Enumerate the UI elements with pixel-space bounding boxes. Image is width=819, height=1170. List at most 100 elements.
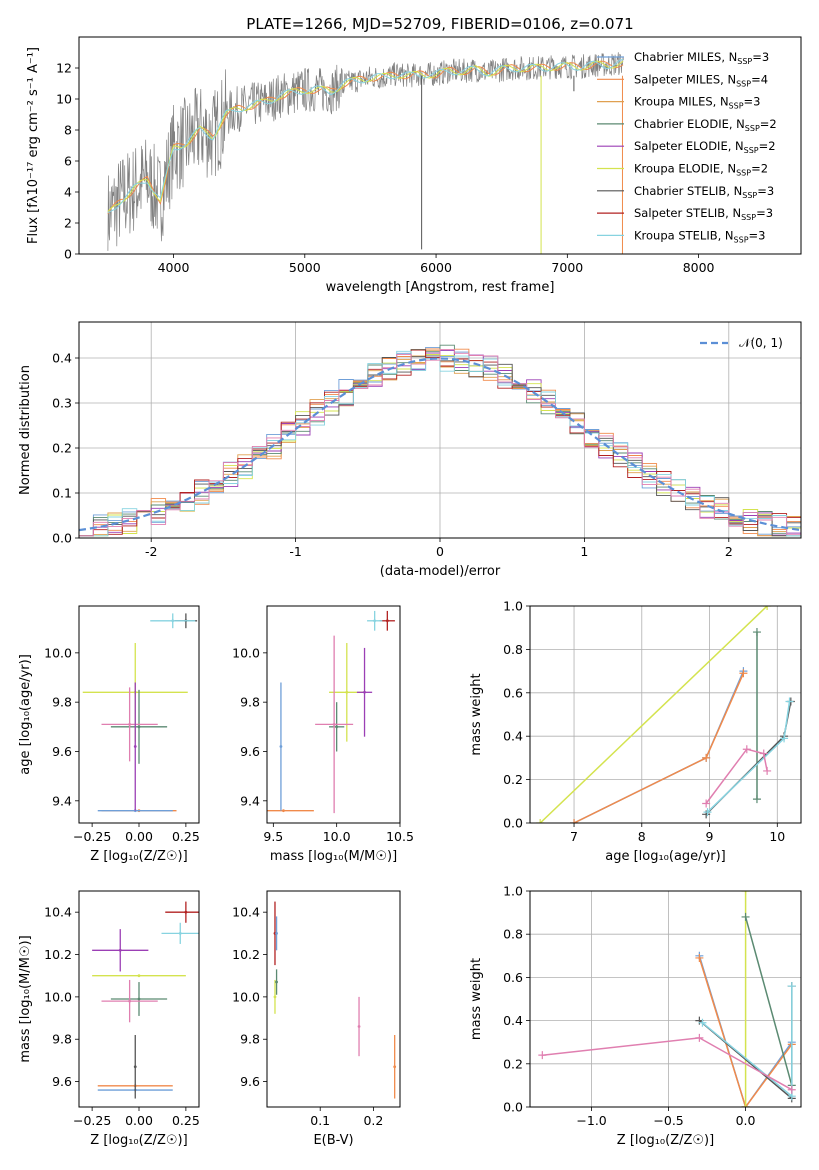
- weight_vs_Z-ylabel: mass weight: [469, 958, 484, 1040]
- series-marker: [695, 953, 704, 962]
- weight_vs_Z-xtick-label: −1.0: [576, 1113, 606, 1128]
- legend-entry: Chabrier MILES, NSSP=3: [634, 50, 769, 66]
- plot-layer: 4000 5000 6000 7000 8000024681012wavelength …: [18, 36, 802, 1148]
- residuals-xlabel: (data-model)/error: [380, 564, 501, 579]
- scatter-point: [335, 725, 339, 729]
- series-marker: [759, 749, 768, 758]
- age_vs_Z-ytick-label: 9.4: [52, 793, 72, 808]
- series-marker: [742, 745, 751, 754]
- mass_vs_EBV-ytick-label: 9.6: [240, 1074, 260, 1089]
- spectrum-ytick-label: 12: [56, 61, 72, 76]
- spectrum-ylabel: Flux [fλ10⁻¹⁷ erg cm⁻² s⁻¹ A⁻¹]: [26, 47, 41, 244]
- age_vs_Z-ytick-label: 10.0: [44, 645, 72, 660]
- legend-entry: Salpeter ELODIE, NSSP=2: [634, 139, 776, 155]
- weight_vs_Z-xtick-label: −0.5: [653, 1113, 683, 1128]
- weight_vs_age-xtick-label: 8: [638, 829, 646, 844]
- age_vs_mass-marks: [267, 610, 395, 814]
- mass_vs_EBV-frame: [266, 890, 401, 1108]
- spectrum-ytick-label: 6: [64, 154, 72, 169]
- age_vs_mass-ytick-label: 9.6: [240, 744, 260, 759]
- mass_vs_Z-ylabel: mass [log₁₀(M/M☉)]: [18, 935, 33, 1062]
- scatter-point: [273, 995, 277, 999]
- mass_vs_Z-xtick-label: 0.25: [172, 1113, 200, 1128]
- series-marker: [752, 628, 761, 637]
- age_vs_mass-xtick-label: 10.0: [323, 829, 351, 844]
- weight_vs_age-ytick-label: 0.0: [503, 816, 523, 831]
- residuals-xtick-label: -1: [289, 544, 301, 559]
- scatter-point: [282, 809, 285, 813]
- series-marker: [741, 891, 750, 895]
- weight_vs_Z-ytick-label: 0.0: [503, 1100, 523, 1115]
- legend-entry: Salpeter MILES, NSSP=4: [634, 72, 768, 88]
- mass_vs_EBV-marks: [273, 901, 397, 1099]
- legend-entry: Kroupa ELODIE, NSSP=2: [634, 162, 768, 178]
- age_vs_Z-ylabel: age [log₁₀(age/yr)]: [18, 654, 33, 775]
- scatter-point: [275, 980, 278, 984]
- age_vs_mass-frame: [266, 605, 401, 824]
- weight_vs_Z-marks: [538, 891, 796, 1107]
- spectrum-xtick-label: 5000: [289, 260, 321, 275]
- series-marker: [739, 669, 748, 678]
- mass_vs_Z-xtick-label: −0.25: [73, 1113, 111, 1128]
- series-marker: [785, 697, 794, 706]
- spectrum-ytick-label: 8: [64, 123, 72, 138]
- series-marker: [763, 606, 772, 610]
- mass_vs_Z-ytick-label: 9.8: [52, 1032, 72, 1047]
- spectrum-xtick-label: 8000: [683, 260, 715, 275]
- weight_vs_Z-ytick-label: 0.4: [503, 1013, 523, 1028]
- series-marker: [570, 819, 579, 823]
- spectrum-xtick-label: 7000: [551, 260, 583, 275]
- series-line-chab_elodie: [744, 916, 793, 1086]
- spectrum-frame: [78, 36, 802, 255]
- scatter-point: [184, 910, 188, 914]
- series-marker: [702, 753, 711, 762]
- age_vs_Z-marks: [82, 613, 198, 813]
- spectrum-marks: [107, 52, 624, 254]
- scatter-point: [279, 745, 283, 748]
- weight_vs_age-xlabel: age [log₁₀(age/yr)]: [605, 849, 726, 864]
- mass_vs_EBV-ytick-label: 10.4: [232, 905, 260, 920]
- weight_vs_Z-xtick-label: 0.0: [736, 1113, 756, 1128]
- mass_vs_Z-ytick-label: 10.0: [44, 989, 72, 1004]
- weight_vs_age-ytick-label: 0.6: [503, 685, 523, 700]
- residuals-ytick-label: 0.1: [52, 486, 72, 501]
- series-marker: [698, 1018, 707, 1027]
- series-marker: [752, 795, 761, 804]
- legend-entry: Salpeter STELIB, NSSP=3: [634, 206, 773, 222]
- series-marker: [538, 1051, 547, 1060]
- series-marker: [780, 734, 789, 743]
- mass_vs_EBV-xtick-label: 0.1: [310, 1113, 330, 1128]
- normal-curve: [79, 357, 801, 532]
- residuals-ytick-label: 0.2: [52, 441, 72, 456]
- figure-title: PLATE=1266, MJD=52709, FIBERID=0106, z=0…: [246, 15, 633, 33]
- age_vs_Z-ytick-label: 9.6: [52, 744, 72, 759]
- spectrum-ytick-label: 0: [64, 247, 72, 262]
- weight_vs_age-xtick-label: 10: [769, 829, 785, 844]
- age_vs_Z-ytick-label: 9.8: [52, 695, 72, 710]
- series-marker: [702, 799, 711, 808]
- scatter-point: [345, 690, 349, 694]
- residuals-xtick-label: 2: [725, 544, 733, 559]
- observed-spectrum: [107, 52, 624, 251]
- scatter-point: [118, 948, 122, 952]
- age_vs_mass-ytick-label: 9.8: [240, 695, 260, 710]
- weight_vs_age-ytick-label: 0.2: [503, 772, 523, 787]
- age_vs_mass-xtick-label: 10.5: [386, 829, 414, 844]
- series-marker: [536, 819, 545, 823]
- mass_vs_Z-frame: [78, 890, 200, 1108]
- series-marker: [763, 766, 772, 775]
- series-line-pink: [705, 748, 768, 804]
- weight_vs_age-ytick-label: 0.4: [503, 729, 523, 744]
- weight_vs_age-ytick-label: 1.0: [503, 599, 523, 614]
- spectrum-xtick-label: 6000: [420, 260, 452, 275]
- spectrum-xlabel: wavelength [Angstrom, rest frame]: [326, 280, 555, 295]
- series-marker: [741, 1103, 750, 1107]
- series-marker: [787, 1085, 796, 1094]
- spectrum-ytick-label: 2: [64, 216, 72, 231]
- series-line-chab_stelib: [705, 701, 792, 815]
- scatter-point: [137, 974, 141, 978]
- scatter-point: [128, 999, 132, 1003]
- age_vs_mass-xlabel: mass [log₁₀(M/M☉)]: [270, 849, 397, 864]
- residuals-xtick-label: -2: [145, 544, 157, 559]
